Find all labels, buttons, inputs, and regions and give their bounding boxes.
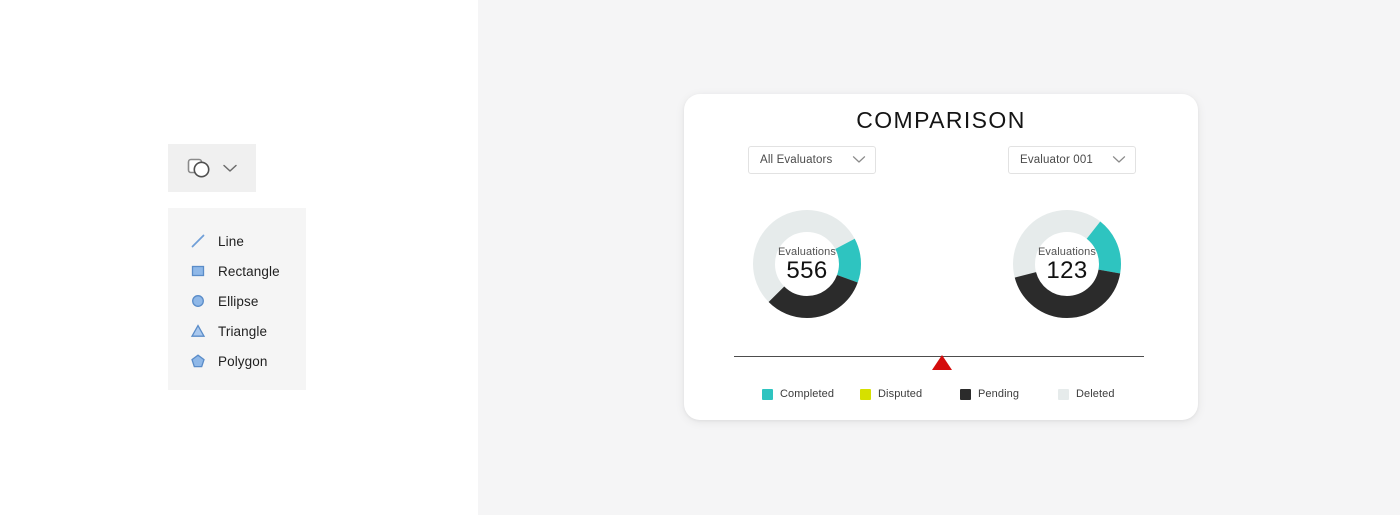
menu-item-label: Polygon — [218, 353, 268, 369]
legend-item-disputed[interactable]: Disputed — [860, 388, 922, 400]
legend-label: Completed — [780, 388, 835, 400]
menu-item-triangle[interactable]: Triangle — [168, 316, 306, 346]
legend-item-completed[interactable]: Completed — [762, 388, 834, 400]
menu-item-label: Ellipse — [218, 293, 259, 309]
ellipse-shape-icon — [190, 293, 206, 309]
legend-swatch — [860, 388, 871, 400]
menu-item-line[interactable]: Line — [168, 226, 306, 256]
chevron-down-icon — [1112, 151, 1126, 169]
legend-swatch — [960, 388, 971, 400]
legend-item-deleted[interactable]: Deleted — [1058, 388, 1115, 400]
legend-item-pending[interactable]: Pending — [960, 388, 1019, 400]
triangle-marker-icon — [932, 355, 952, 370]
triangle-shape-icon — [190, 323, 206, 339]
line-shape-icon — [190, 233, 206, 249]
legend-swatch — [762, 388, 773, 400]
menu-item-label: Rectangle — [218, 263, 280, 279]
legend-label: Disputed — [878, 388, 923, 400]
evaluator-001-donut[interactable]: Evaluations 123 — [1013, 210, 1121, 318]
polygon-shape-icon — [190, 353, 206, 369]
menu-item-label: Triangle — [218, 323, 268, 339]
shapes-menu[interactable]: Line Rectangle Ellipse Triangle — [168, 208, 306, 390]
all-evaluators-select[interactable]: All Evaluators — [748, 146, 876, 174]
select-value: Evaluator 001 — [1020, 154, 1093, 166]
select-value: All Evaluators — [760, 154, 833, 166]
chevron-down-icon — [222, 163, 238, 174]
comparison-card: COMPARISON All Evaluators Evaluator 001 — [684, 94, 1198, 420]
shapes-icon — [186, 156, 212, 180]
menu-item-rectangle[interactable]: Rectangle — [168, 256, 306, 286]
menu-item-label: Line — [218, 233, 244, 249]
menu-item-ellipse[interactable]: Ellipse — [168, 286, 306, 316]
legend-swatch — [1058, 388, 1069, 400]
selects-row: All Evaluators Evaluator 001 — [684, 146, 1198, 178]
page-title: COMPARISON — [856, 107, 1026, 133]
legend-label: Deleted — [1076, 388, 1115, 400]
all-evaluators-donut[interactable]: Evaluations 556 — [753, 210, 861, 318]
donut-svg — [753, 210, 861, 318]
donut-segment-pending — [753, 210, 861, 318]
shapes-tool-button[interactable] — [168, 144, 256, 192]
rectangle-shape-icon — [190, 263, 206, 279]
legend-label: Pending — [978, 388, 1020, 400]
evaluator-select[interactable]: Evaluator 001 — [1008, 146, 1136, 174]
donut-segment-completed — [1013, 210, 1121, 318]
donut-segment-pending — [1013, 210, 1121, 318]
donut-svg — [1013, 210, 1121, 318]
donut-segment-completed — [753, 210, 861, 318]
menu-item-polygon[interactable]: Polygon — [168, 346, 306, 376]
chevron-down-icon — [852, 151, 866, 169]
